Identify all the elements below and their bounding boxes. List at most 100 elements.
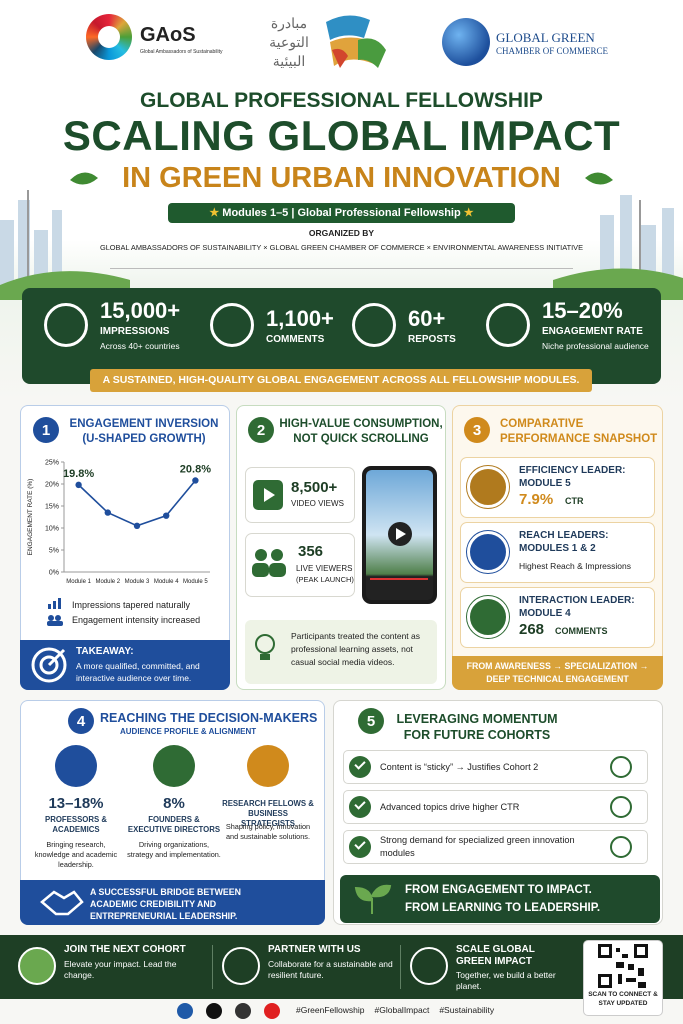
item-value: 268 <box>519 621 545 638</box>
panel-number: 5 <box>358 708 384 734</box>
chamber-line2: CHAMBER OF COMMERCE <box>496 46 609 56</box>
cta-text: Together, we build a better planet. <box>456 970 556 991</box>
stat-note: Niche professional audience <box>542 341 649 351</box>
sprout-icon <box>354 884 392 914</box>
panel-title: COMPARATIVE PERFORMANCE SNAPSHOT <box>500 418 658 445</box>
initiative-logo <box>326 15 386 68</box>
panel-footer-box <box>20 880 325 925</box>
data-label: 19.8% <box>63 468 94 480</box>
footer-band <box>0 935 683 999</box>
stat-label: VIDEO VIEWS <box>291 499 344 508</box>
point <box>104 509 112 516</box>
sub-title: IN GREEN URBAN INNOVATION <box>122 162 561 194</box>
item-heading: INTERACTION LEADER: <box>519 595 635 606</box>
panel-title: REACHING THE DECISION-MAKERS <box>100 711 318 725</box>
y-tick-label: 25% <box>45 460 59 467</box>
gaos-name: GAoS <box>140 24 196 46</box>
cta-text: Elevate your impact. Lead the change. <box>64 959 177 980</box>
badge-text: Modules 1–5 | Global Professional Fellow… <box>222 207 461 219</box>
footer-line: FROM ENGAGEMENT TO IMPACT. <box>405 884 592 896</box>
item-module: MODULE 5 <box>519 478 571 489</box>
item-box <box>343 750 648 784</box>
panel-title: ENGAGEMENT INVERSION (U-SHAPED GROWTH) <box>69 418 219 445</box>
group-icon <box>247 745 289 787</box>
cta-icon <box>222 947 260 985</box>
stat-value: 15,000+ <box>100 298 181 323</box>
panel-title: LEVERAGING MOMENTUM FOR FUTURE COHORTS <box>396 712 558 742</box>
group-icon <box>153 745 195 787</box>
y-tick-label: 15% <box>45 504 59 511</box>
line <box>78 479 197 527</box>
hashtag: #GreenFellowship <box>296 1005 365 1015</box>
takeaway-text: A more qualified, committed, and interac… <box>76 661 200 683</box>
item-text: Advanced topics drive higher CTR <box>380 802 520 812</box>
item-box <box>343 790 648 824</box>
y-tick-label: 0% <box>49 570 59 577</box>
main-title: SCALING GLOBAL IMPACT <box>62 112 621 159</box>
group-label: PROFESSORS & ACADEMICS <box>45 815 107 834</box>
group-label: FOUNDERS & EXECUTIVE DIRECTORS <box>127 815 221 834</box>
item-detail: Highest Reach & Impressions <box>519 561 631 571</box>
group-value: 13–18% <box>48 795 104 812</box>
data-label: 20.8% <box>180 463 211 475</box>
item-text: Content is “sticky” → Justifies Cohort 2 <box>380 762 539 772</box>
hashtag: #GlobalImpact <box>374 1005 430 1015</box>
panel-subtitle: AUDIENCE PROFILE & ALIGNMENT <box>120 727 257 736</box>
item-value: 7.9% <box>519 491 554 508</box>
item-heading: REACH LEADERS: <box>519 530 609 541</box>
stat-value: 8,500+ <box>291 479 338 496</box>
divider <box>110 268 573 269</box>
stat-icon <box>44 303 88 347</box>
panel-number: 1 <box>33 417 59 443</box>
hashtag: #Sustainability <box>439 1005 495 1015</box>
x-tick-label: Module 5 <box>183 579 208 585</box>
line-chart: ENGAGEMENT RATE (%) 0% 5% 10% 15% 20% 25% Modul… <box>27 460 211 586</box>
note-text: Participants treated the content as prof… <box>291 631 420 667</box>
cta-title: SCALE GLOBAL GREEN IMPACT <box>456 944 535 967</box>
item-text: Strong demand for specialized green inno… <box>380 835 575 858</box>
cta-icon <box>410 947 448 985</box>
leaf-decor <box>70 172 613 185</box>
cta-divider <box>400 945 401 989</box>
item-icon <box>467 466 509 508</box>
item-icon <box>610 836 632 858</box>
check-icon <box>349 756 371 778</box>
point <box>133 522 141 529</box>
item-icon <box>610 796 632 818</box>
group-value: 8% <box>163 795 185 812</box>
item-icon <box>610 756 632 778</box>
point <box>163 512 170 519</box>
stat-label: REPOSTS <box>408 334 456 345</box>
item-icon <box>467 531 509 573</box>
item-unit: CTR <box>565 496 584 506</box>
organizers: GLOBAL AMBASSADORS OF SUSTAINABILITY × G… <box>99 243 584 252</box>
stat-value: 1,100+ <box>266 306 334 331</box>
x-tick-label: Module 3 <box>125 579 150 585</box>
chamber-logo <box>442 18 490 66</box>
x-tick-label: Module 4 <box>154 579 179 585</box>
item-icon <box>467 596 509 638</box>
stat-label: LIVE VIEWERS <box>296 564 353 573</box>
check-icon <box>349 796 371 818</box>
cta-text: Collaborate for a sustainable and resili… <box>268 959 393 980</box>
group-label: RESEARCH FELLOWS & BUSINESS STRATEGISTS <box>222 799 314 828</box>
qr-caption: SCAN TO CONNECT & STAY UPDATED <box>588 991 658 1007</box>
pre-title: GLOBAL PROFESSIONAL FELLOWSHIP <box>140 89 543 112</box>
y-tick-label: 5% <box>49 548 59 555</box>
panel-number: 3 <box>464 417 490 443</box>
stat-icon <box>352 303 396 347</box>
stat-icon <box>486 303 530 347</box>
gaos-full: Global Ambassadors of Sustainability <box>140 49 223 55</box>
note: Engagement intensity increased <box>72 615 201 625</box>
item-unit: COMMENTS <box>555 626 608 636</box>
stat-value: 60+ <box>408 306 446 331</box>
point <box>192 477 199 484</box>
x-tick-label: Module 2 <box>95 579 120 585</box>
item-box <box>343 830 648 864</box>
x-tick-label: Module 1 <box>66 579 91 585</box>
social-icons <box>177 1003 280 1019</box>
stats-banner: A SUSTAINED, HIGH-QUALITY GLOBAL ENGAGEM… <box>90 369 592 392</box>
y-tick-label: 10% <box>45 526 59 533</box>
stat-icon <box>210 303 254 347</box>
